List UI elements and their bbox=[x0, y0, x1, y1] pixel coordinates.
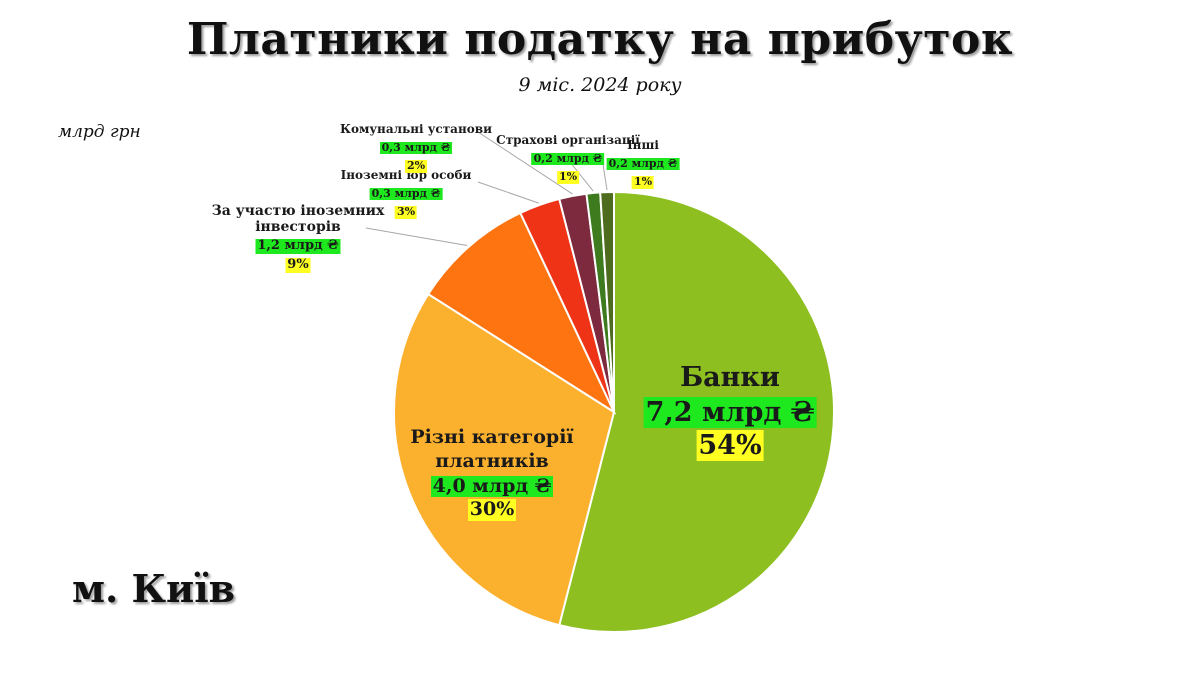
slice-value: 4,0 млрд ₴ bbox=[430, 474, 554, 498]
chart-subtitle: 9 міс. 2024 року bbox=[518, 74, 682, 96]
city-label: м. Київ bbox=[72, 566, 236, 611]
slice-name: Страхові організації bbox=[496, 133, 640, 147]
slice-value: 0,2 млрд ₴ bbox=[531, 151, 605, 166]
slice-value: 1,2 млрд ₴ bbox=[255, 238, 341, 255]
slice-value: 0,3 млрд ₴ bbox=[369, 186, 443, 201]
slice-name: Інші bbox=[627, 138, 659, 152]
pie-slice-other bbox=[599, 190, 615, 413]
slice-label-insurance: Страхові організації 0,2 млрд ₴ 1% bbox=[496, 133, 640, 185]
slice-label-various: Різні категорії платників 4,0 млрд ₴ 30% bbox=[407, 426, 577, 522]
slice-percent: 1% bbox=[556, 170, 580, 184]
chart-title: Платники податку на прибуток bbox=[186, 14, 1014, 65]
slice-label-foreign-investors: За участю іноземних інвесторів 1,2 млрд … bbox=[211, 203, 386, 274]
leader-line-foreign-investors bbox=[365, 227, 468, 246]
leader-line-foreign-legal bbox=[477, 181, 539, 204]
pie-slice-various bbox=[393, 292, 616, 627]
slice-percent: 3% bbox=[394, 205, 418, 219]
slice-label-banks: Банки 7,2 млрд ₴ 54% bbox=[643, 362, 817, 462]
leader-line-communal bbox=[477, 131, 573, 195]
slice-name: Банки bbox=[680, 362, 780, 393]
slice-value: 7,2 млрд ₴ bbox=[643, 397, 817, 429]
slice-label-communal: Комунальні установи 0,3 млрд ₴ 2% bbox=[340, 122, 492, 174]
slice-name: Різні категорії платників bbox=[410, 426, 574, 472]
slice-percent: 1% bbox=[631, 175, 655, 189]
slice-label-other: Інші 0,2 млрд ₴ 1% bbox=[606, 138, 680, 190]
unit-label: млрд грн bbox=[58, 122, 141, 142]
slice-percent: 2% bbox=[404, 159, 428, 173]
slice-name: За участю іноземних інвесторів bbox=[211, 203, 385, 236]
slice-name: Комунальні установи bbox=[340, 122, 492, 136]
leader-line-insurance bbox=[569, 161, 594, 192]
slice-name: Іноземні юр особи bbox=[340, 168, 472, 182]
slice-value: 0,2 млрд ₴ bbox=[606, 156, 680, 171]
slice-percent: 30% bbox=[467, 498, 517, 522]
slice-value: 0,3 млрд ₴ bbox=[379, 140, 453, 155]
slice-percent: 54% bbox=[696, 430, 764, 462]
slice-label-foreign-legal: Іноземні юр особи 0,3 млрд ₴ 3% bbox=[340, 168, 472, 220]
slice-percent: 9% bbox=[285, 257, 311, 274]
pie-slice-foreign-investors bbox=[426, 211, 617, 415]
